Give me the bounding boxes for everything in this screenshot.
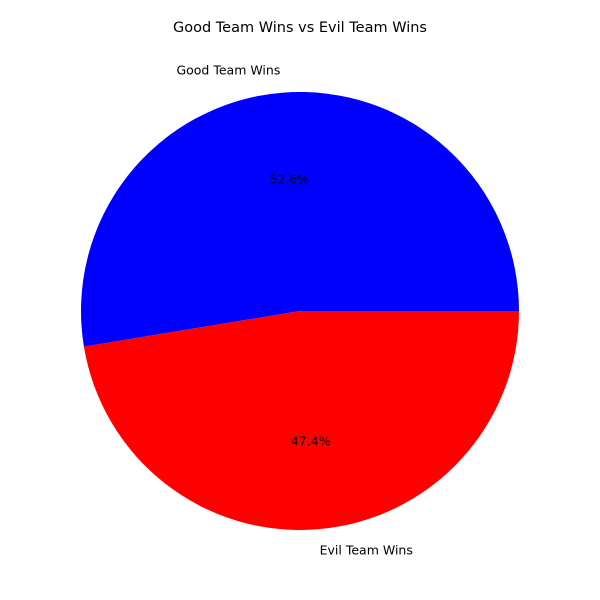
pie-slice-good-team bbox=[81, 92, 520, 347]
chart-title: Good Team Wins vs Evil Team Wins bbox=[173, 20, 427, 36]
slice-label-good-team: Good Team Wins bbox=[176, 62, 280, 77]
pie-labels: Good Team Wins 52.6% Evil Team Wins 47.4% bbox=[176, 62, 412, 557]
pct-label-evil-team: 47.4% bbox=[291, 433, 331, 448]
slice-label-evil-team: Evil Team Wins bbox=[320, 543, 413, 558]
pie-slices bbox=[81, 92, 520, 530]
pct-label-good-team: 52.6% bbox=[269, 172, 309, 187]
pie-slice-evil-team bbox=[83, 311, 520, 530]
